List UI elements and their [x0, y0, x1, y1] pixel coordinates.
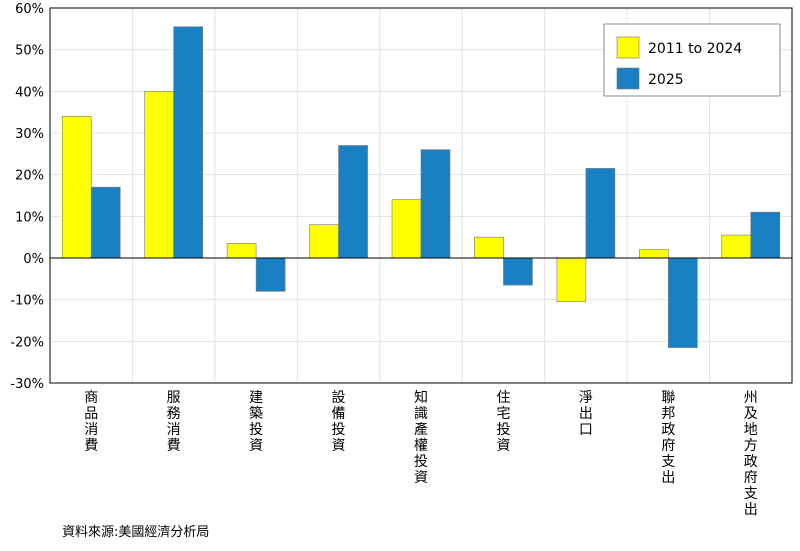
bar-series2 [750, 211, 781, 259]
bar-series1 [556, 257, 587, 303]
category-label: 聯邦政府支出 [661, 390, 675, 486]
bar-series2 [585, 168, 616, 259]
category-label: 設備投資 [332, 390, 346, 454]
y-tick-label: 20% [15, 169, 44, 184]
bar-series1 [639, 249, 669, 259]
y-tick-label: 30% [15, 127, 44, 142]
y-tick-label: 60% [15, 2, 44, 17]
bar-series1 [474, 236, 504, 259]
legend-label: 2025 [648, 72, 684, 88]
category-label: 州及地方政府支出 [744, 390, 758, 518]
bars [61, 26, 781, 348]
y-axis-ticks: -30% -20% -10% 0% 10% 20% 30% 40% 50% 60% [10, 2, 44, 392]
bar-series2 [420, 149, 451, 259]
legend-box [603, 23, 781, 97]
bar-series2 [668, 257, 698, 348]
y-tick-label: -30% [10, 377, 44, 392]
bar-series2 [255, 257, 286, 292]
bar-series1 [144, 91, 174, 259]
y-tick-label: -10% [10, 294, 44, 309]
plot-frame [49, 7, 793, 384]
y-tick-label: 10% [15, 210, 44, 225]
bar-series1 [61, 116, 92, 259]
y-tick-label: -20% [10, 335, 44, 350]
category-label: 住宅投資 [496, 390, 510, 454]
category-label: 服務消費 [167, 390, 181, 454]
source-note: 資料來源:美國經濟分析局 [62, 525, 210, 540]
x-axis-category-labels: 商品消費 服務消費 建築投資 設備投資 知識產權投資 住宅投資 淨出口 聯邦政府支出 州及地方政… [84, 389, 758, 518]
bar-series1 [226, 243, 257, 259]
legend-label: 2011 to 2024 [648, 41, 742, 57]
legend-swatch [616, 36, 640, 59]
bar-series2 [173, 26, 203, 259]
category-label: 商品消費 [84, 390, 98, 454]
bar-series1 [391, 199, 422, 259]
legend: 2011 to 2024 2025 [603, 23, 781, 97]
y-tick-label: 50% [15, 44, 44, 59]
bar-series2 [90, 186, 121, 259]
bar-series2 [503, 257, 533, 286]
y-tick-label: 0% [23, 252, 44, 267]
category-label: 淨出口 [579, 390, 593, 438]
legend-swatch [616, 67, 640, 90]
category-label: 知識產權投資 [414, 389, 428, 486]
bar-series1 [309, 224, 339, 259]
y-tick-label: 40% [15, 85, 44, 100]
bar-series2 [338, 145, 368, 259]
category-label: 建築投資 [249, 390, 263, 454]
bar-series1 [721, 234, 752, 259]
